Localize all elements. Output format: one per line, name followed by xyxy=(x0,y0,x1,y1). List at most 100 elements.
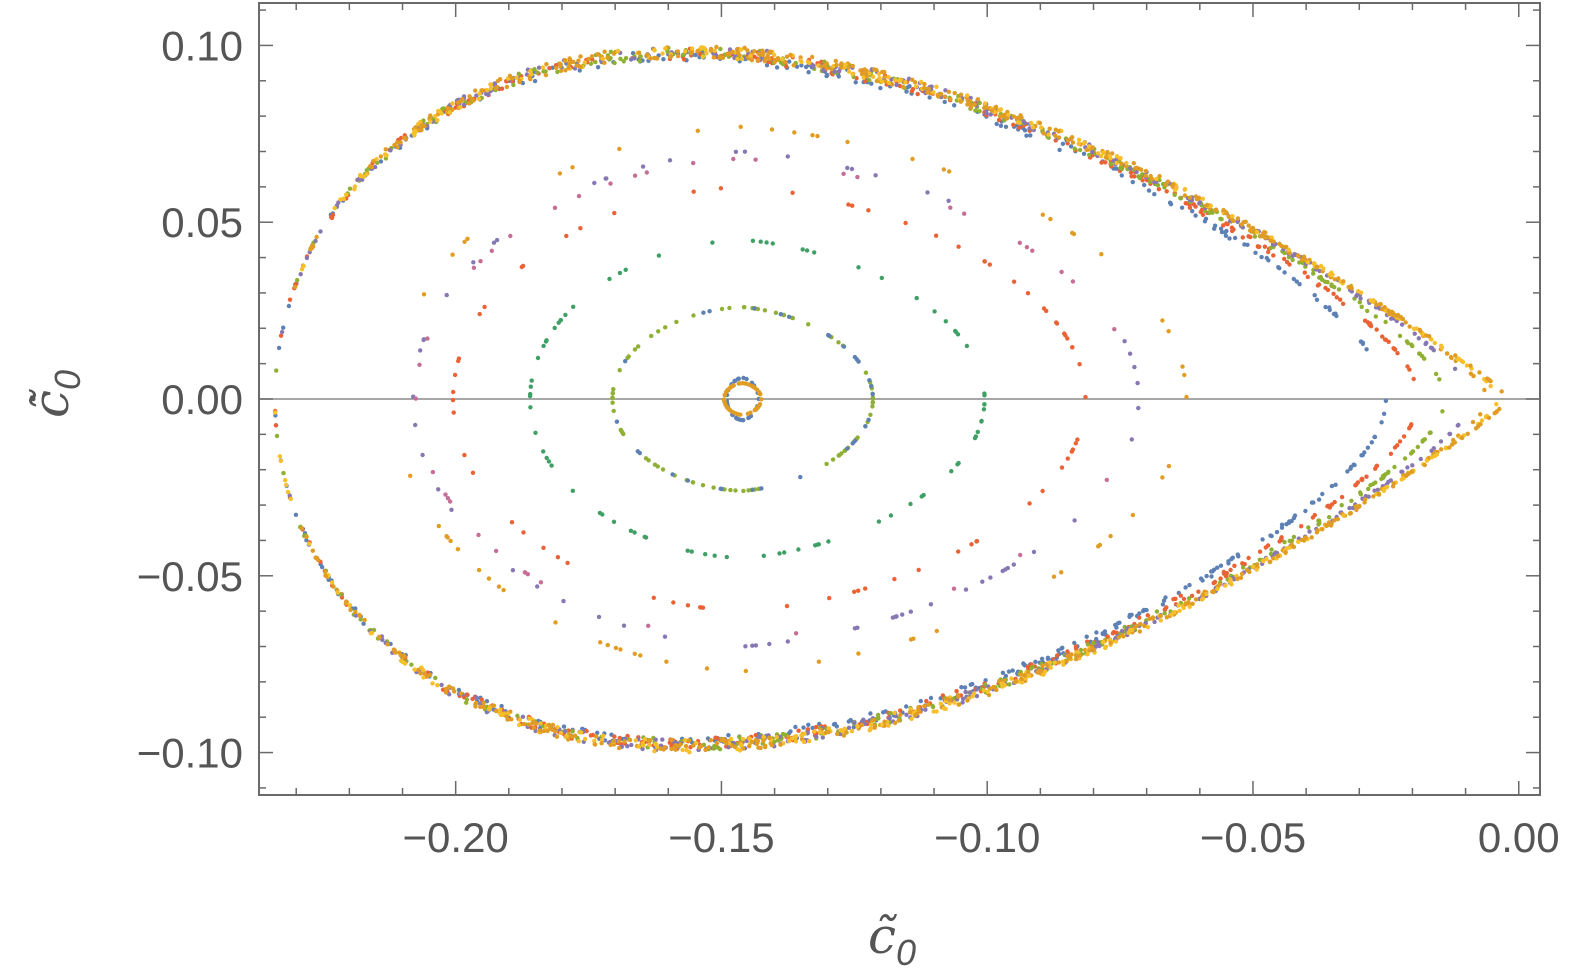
data-point xyxy=(528,384,533,389)
data-point xyxy=(843,62,848,67)
data-point xyxy=(942,99,947,105)
data-point xyxy=(421,675,426,680)
data-point xyxy=(1146,188,1152,193)
data-point xyxy=(1065,456,1071,461)
data-point xyxy=(703,552,708,557)
data-point xyxy=(558,318,563,323)
data-point xyxy=(1129,612,1134,617)
data-point xyxy=(484,91,489,97)
data-point xyxy=(1211,589,1216,595)
data-point xyxy=(1041,131,1047,136)
data-point xyxy=(1001,114,1006,119)
y-tick-label: 0.10 xyxy=(161,22,243,69)
data-point xyxy=(704,666,710,671)
data-point xyxy=(445,105,450,111)
data-point xyxy=(1212,579,1218,585)
data-point xyxy=(1329,483,1335,489)
data-point xyxy=(1009,676,1014,681)
data-point xyxy=(329,580,335,585)
data-point xyxy=(1306,525,1311,530)
data-point xyxy=(378,159,384,164)
data-point xyxy=(1111,629,1117,635)
data-point xyxy=(982,105,987,111)
data-point xyxy=(1327,515,1332,520)
data-point xyxy=(495,78,501,84)
data-point xyxy=(732,378,737,384)
data-point xyxy=(707,309,712,314)
data-point xyxy=(493,708,499,714)
data-point xyxy=(521,530,526,535)
data-point xyxy=(1006,112,1011,118)
data-point xyxy=(850,441,855,446)
data-point xyxy=(742,45,747,50)
data-point xyxy=(281,325,286,330)
data-point xyxy=(882,719,887,724)
data-point xyxy=(867,728,872,733)
data-point xyxy=(632,530,637,535)
data-point xyxy=(293,512,299,517)
data-point xyxy=(515,713,520,718)
data-point xyxy=(1411,376,1416,382)
data-point xyxy=(904,89,909,94)
data-point xyxy=(1184,394,1189,400)
data-point xyxy=(1415,444,1421,450)
data-point xyxy=(610,390,615,396)
data-point xyxy=(1400,469,1405,475)
data-point xyxy=(1289,538,1295,543)
data-point xyxy=(718,46,723,52)
data-point xyxy=(578,54,583,59)
data-point xyxy=(753,157,758,162)
data-point xyxy=(1405,465,1410,470)
data-point xyxy=(949,469,954,474)
data-point xyxy=(894,82,899,88)
data-point xyxy=(735,412,741,417)
data-point xyxy=(1126,630,1131,635)
data-point xyxy=(1336,276,1341,281)
data-point xyxy=(546,459,552,464)
data-point xyxy=(439,682,444,688)
data-point xyxy=(806,322,811,327)
data-point xyxy=(1172,192,1177,197)
data-point xyxy=(1358,296,1363,301)
data-point xyxy=(886,80,892,86)
data-point xyxy=(448,538,453,544)
data-point xyxy=(576,739,581,744)
data-point xyxy=(1182,372,1187,378)
data-point xyxy=(1284,244,1289,250)
data-point xyxy=(1022,673,1028,678)
data-point xyxy=(1212,223,1218,228)
data-point xyxy=(910,156,915,162)
data-point xyxy=(1250,225,1256,231)
data-point xyxy=(362,617,367,623)
data-point xyxy=(1242,242,1247,247)
data-point xyxy=(943,88,948,93)
data-point xyxy=(721,397,727,402)
data-point xyxy=(879,79,885,84)
data-point xyxy=(916,567,921,573)
data-point xyxy=(685,478,691,483)
data-point xyxy=(435,683,440,688)
data-point xyxy=(984,111,989,116)
data-point xyxy=(974,693,980,699)
data-point xyxy=(1081,151,1087,156)
data-point xyxy=(611,738,616,744)
data-point xyxy=(532,67,537,72)
data-point xyxy=(400,659,406,665)
data-point xyxy=(1056,135,1062,140)
data-point xyxy=(727,51,732,56)
data-point xyxy=(1271,253,1276,258)
data-point xyxy=(858,68,863,73)
data-point xyxy=(531,725,536,731)
data-point xyxy=(1329,521,1334,526)
data-point xyxy=(1231,227,1236,232)
data-point xyxy=(1372,434,1378,440)
data-point xyxy=(372,164,378,170)
data-point xyxy=(611,408,616,414)
data-point xyxy=(274,433,280,439)
data-point xyxy=(1497,406,1502,412)
data-point xyxy=(1477,370,1482,375)
data-point xyxy=(982,402,987,407)
data-point xyxy=(908,501,913,507)
data-point xyxy=(1282,539,1287,545)
data-point xyxy=(1359,477,1364,482)
